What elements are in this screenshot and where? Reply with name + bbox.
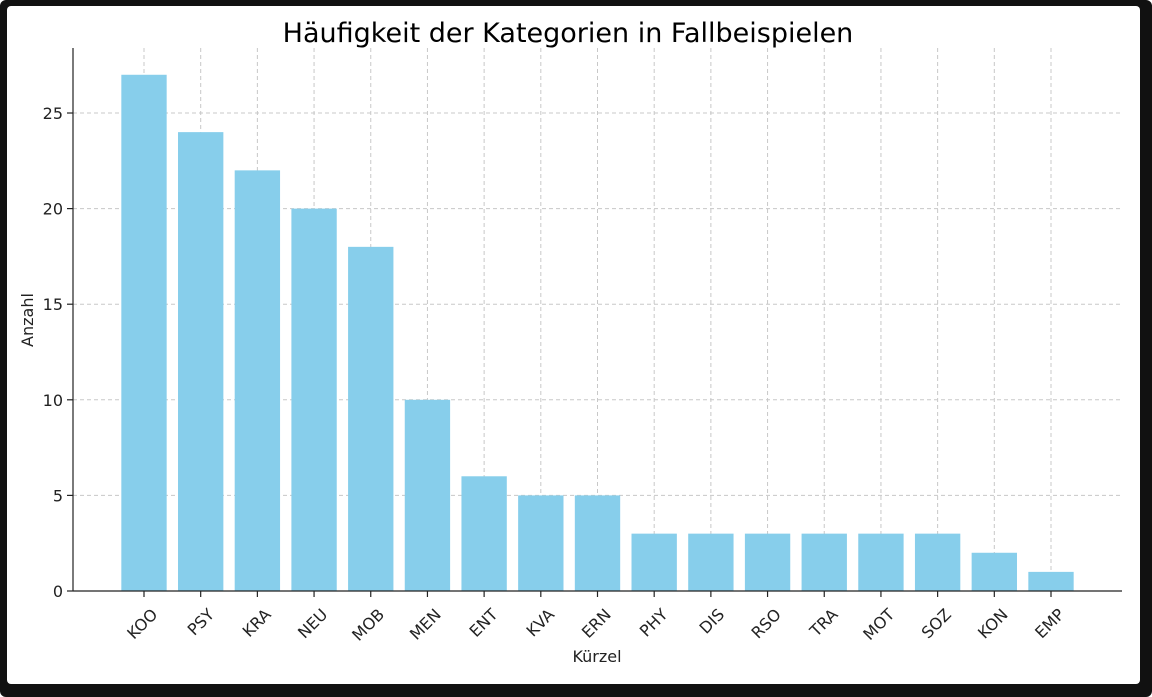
- x-axis-label: Kürzel: [572, 647, 621, 666]
- bar-phy: [631, 533, 677, 591]
- bar-neu: [291, 208, 337, 591]
- y-tick-label: 5: [53, 486, 63, 505]
- y-axis-label: Anzahl: [18, 293, 37, 347]
- x-tick-label: RSO: [747, 605, 784, 642]
- x-tick-label: KRA: [239, 605, 275, 641]
- bar-koo: [121, 74, 167, 592]
- x-tick-label: PSY: [184, 605, 219, 640]
- x-tick-label: MEN: [406, 605, 445, 644]
- y-tick-label: 10: [43, 391, 63, 410]
- x-tick-label: EMP: [1031, 605, 1068, 642]
- x-tick-label: MOB: [348, 605, 388, 645]
- bar-rso: [744, 533, 791, 591]
- bar-tra: [801, 533, 847, 591]
- bar-ern: [574, 495, 621, 591]
- bar-mob: [348, 246, 394, 591]
- axes: [67, 48, 1122, 597]
- bar-ent: [461, 476, 507, 591]
- x-tick-label: DIS: [696, 605, 729, 638]
- y-tick-label: 15: [43, 295, 63, 314]
- x-tick-label: KVA: [523, 605, 559, 641]
- bar-psy: [178, 132, 224, 591]
- y-tick-label: 0: [53, 582, 63, 601]
- bar-mot: [858, 533, 904, 591]
- bar-dis: [688, 533, 734, 591]
- x-tick-label: PHY: [636, 605, 672, 641]
- x-tick-label: ENT: [465, 605, 501, 641]
- y-tick-label: 25: [43, 104, 63, 123]
- x-tick-label: KON: [974, 605, 1012, 643]
- x-tick-label: TRA: [805, 605, 841, 641]
- x-tick-label: ERN: [578, 605, 615, 642]
- y-tick-label: 20: [43, 200, 63, 219]
- x-tick-label: NEU: [294, 605, 331, 642]
- bar-soz: [914, 533, 961, 591]
- bar-emp: [1028, 571, 1074, 591]
- x-tick-label: KOO: [123, 605, 161, 643]
- bar-men: [404, 399, 451, 591]
- bars: [121, 74, 1074, 592]
- bar-kon: [971, 552, 1017, 591]
- x-tick-label: MOT: [859, 605, 898, 644]
- x-tick-label: SOZ: [918, 605, 955, 642]
- chart-title: Häufigkeit der Kategorien in Fallbeispie…: [283, 18, 854, 49]
- bar-kra: [234, 170, 281, 591]
- bar-kva: [518, 495, 564, 591]
